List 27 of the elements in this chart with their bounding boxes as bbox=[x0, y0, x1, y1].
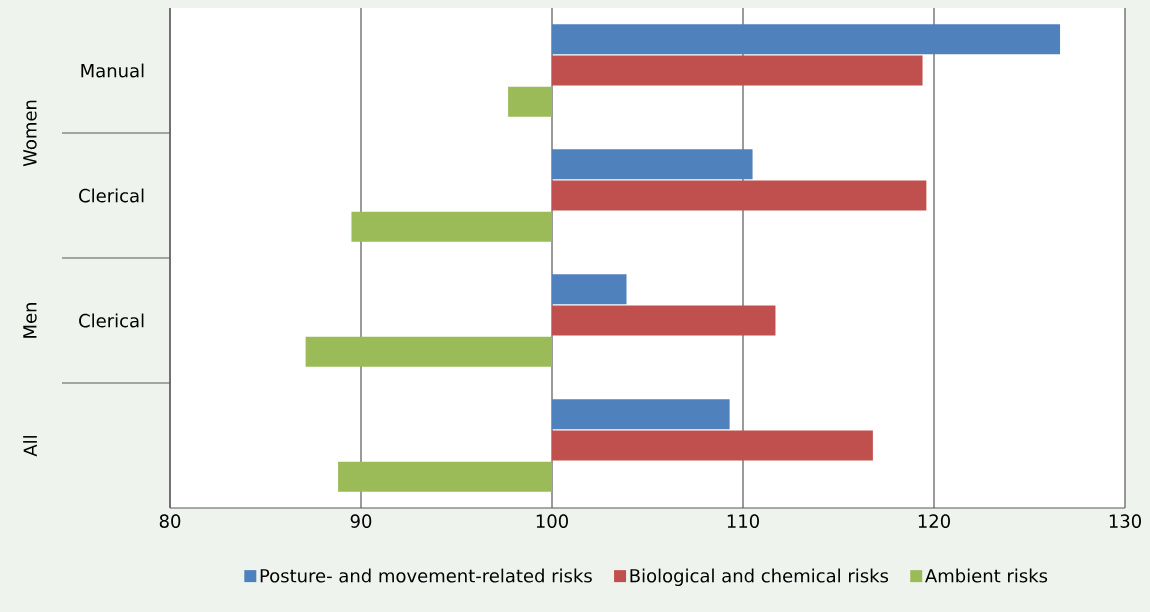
y-tick-label: Clerical bbox=[79, 313, 144, 328]
text: Women bbox=[23, 100, 37, 167]
bar bbox=[351, 211, 552, 242]
x-tick-label: 130 bbox=[1109, 514, 1141, 528]
legend-label: Posture- and movement-related risks bbox=[260, 568, 592, 583]
bar bbox=[552, 399, 730, 430]
bar bbox=[552, 430, 873, 461]
bar bbox=[338, 461, 552, 492]
bar bbox=[305, 336, 552, 367]
x-tick-label: 120 bbox=[918, 514, 950, 528]
bar bbox=[552, 274, 627, 305]
bar bbox=[552, 180, 927, 211]
text: All bbox=[23, 436, 37, 457]
legend-label: Biological and chemical risks bbox=[630, 568, 889, 587]
x-tick-label: 110 bbox=[727, 514, 759, 528]
text: Men bbox=[23, 303, 37, 338]
x-tick-label: 100 bbox=[536, 514, 568, 528]
y-tick-label: Clerical bbox=[79, 188, 144, 203]
bar bbox=[552, 24, 1061, 55]
legend-label: Ambient risks bbox=[925, 568, 1048, 583]
bar bbox=[508, 86, 552, 117]
bar bbox=[552, 305, 776, 336]
y-tick-label: Manual bbox=[81, 63, 144, 78]
bar bbox=[552, 55, 923, 86]
bar bbox=[552, 149, 753, 180]
x-tick-label: 80 bbox=[159, 514, 181, 528]
x-tick-label: 90 bbox=[350, 514, 372, 528]
